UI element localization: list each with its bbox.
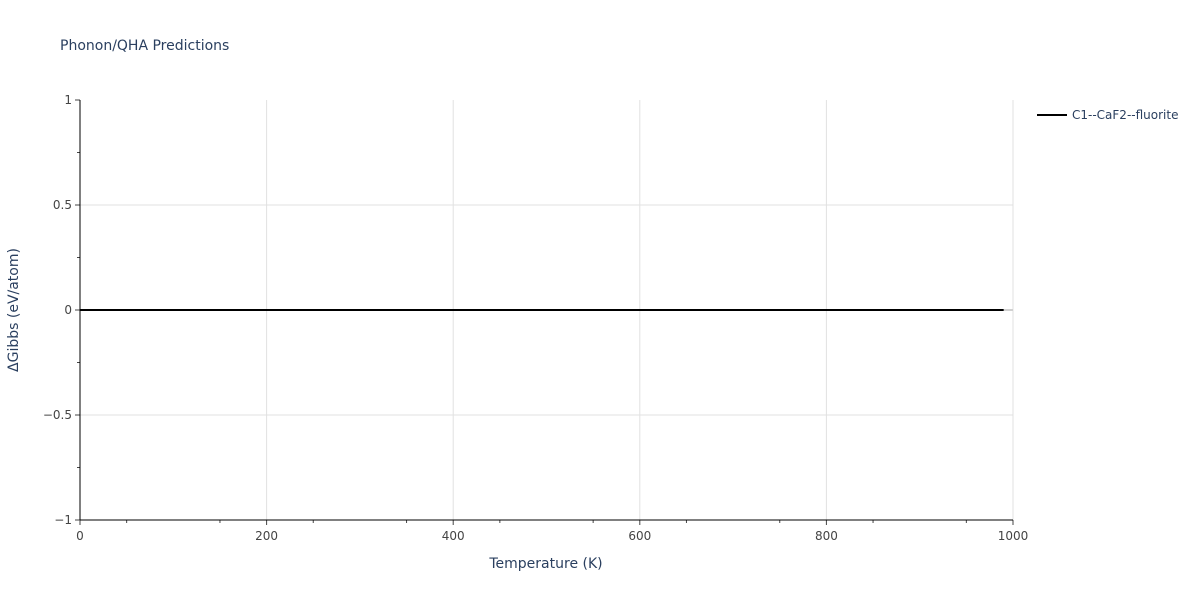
x-tick-label: 600 xyxy=(628,529,651,543)
legend-label: C1--CaF2--fluorite xyxy=(1072,108,1178,122)
x-axis-label: Temperature (K) xyxy=(488,556,602,572)
x-tick-label: 0 xyxy=(76,529,84,543)
x-tick-label: 400 xyxy=(442,529,465,543)
y-axis-label: ΔGibbs (eV/atom) xyxy=(6,248,22,372)
x-tick-label: 200 xyxy=(255,529,278,543)
x-tick-label: 800 xyxy=(815,529,838,543)
y-tick-label: 0.5 xyxy=(53,198,72,212)
legend[interactable]: C1--CaF2--fluorite xyxy=(1037,108,1178,122)
x-tick-label: 1000 xyxy=(998,529,1029,543)
y-tick-label: −1 xyxy=(54,513,72,527)
y-tick-label: 0 xyxy=(64,303,72,317)
y-tick-label: −0.5 xyxy=(43,408,72,422)
axes: 0 200 400 600 800 1000 −1 −0.5 0 0.5 1 xyxy=(43,93,1028,543)
chart-title: Phonon/QHA Predictions xyxy=(60,38,229,54)
y-tick-label: 1 xyxy=(64,93,72,107)
